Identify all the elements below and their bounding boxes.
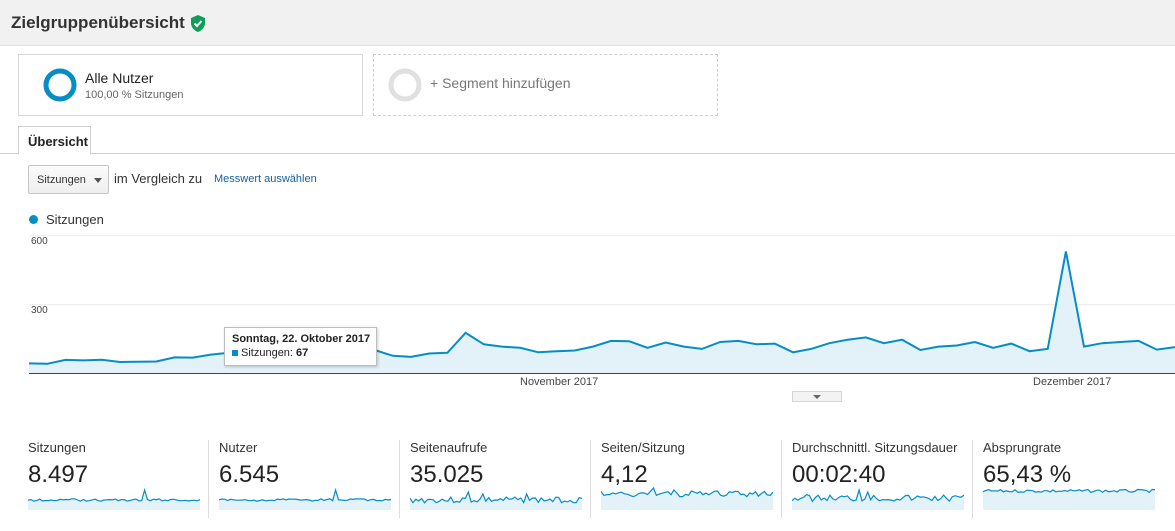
x-tick-december: Dezember 2017 [1033,376,1112,388]
tooltip-metric-value: 67 [296,347,309,359]
caret-down-icon [94,178,102,183]
kpi-sparkline [983,488,1155,510]
main-area [0,126,1175,531]
tooltip-series-marker [232,350,238,356]
segment-ring-icon [43,68,77,102]
sparkline-line [601,486,773,498]
kpi-divider [399,440,400,518]
kpi-users[interactable]: Nutzer 6.545 [219,440,391,520]
tab-overview-label: Übersicht [28,134,88,149]
select-metric-link[interactable]: Messwert auswählen [214,173,317,185]
sparkline-line [983,488,1155,494]
sparkline-area [983,489,1155,510]
kpi-sparkline [28,487,200,510]
sparkline-area [410,492,582,510]
kpi-bounce-rate[interactable]: Absprungrate 65,43 % [983,440,1155,520]
tab-overview[interactable]: Übersicht [18,126,91,155]
kpi-label: Absprungrate [983,440,1062,455]
segment-all-users-card[interactable]: Alle Nutzer 100,00 % Sitzungen [18,54,363,116]
add-segment-label: + Segment hinzufügen [430,75,571,91]
kpi-value: 4,12 [601,461,648,488]
tooltip-date: Sonntag, 22. Oktober 2017 [232,333,371,345]
segment-title: Alle Nutzer [85,70,154,86]
chart-collapse-handle[interactable] [792,391,842,402]
kpi-label: Sitzungen [28,440,86,455]
legend-dot-icon [29,215,38,224]
kpi-label: Seiten/Sitzung [601,440,685,455]
segment-subtitle: 100,00 % Sitzungen [85,89,184,101]
sparkline-line [410,490,582,504]
kpi-divider [590,440,591,518]
kpi-divider [208,440,209,518]
page-title: Zielgruppenübersicht [11,13,185,32]
compare-text: im Vergleich zu [114,171,203,186]
kpi-sessions[interactable]: Sitzungen 8.497 [28,440,200,520]
kpi-divider [781,440,782,518]
kpi-value: 65,43 % [983,461,1072,488]
kpi-avg-session-duration[interactable]: Durchschnittl. Sitzungsdauer 00:02:40 [792,440,964,520]
kpi-value: 8.497 [28,461,89,488]
kpi-pages-per-session[interactable]: Seiten/Sitzung 4,12 [601,440,773,520]
y-tick-300: 300 [31,305,48,316]
sessions-area [29,251,1175,373]
kpi-sparkline [219,487,391,510]
x-tick-november: November 2017 [520,376,599,388]
tooltip-metric-label: Sitzungen: [241,347,293,359]
chevron-down-icon [813,395,821,399]
kpi-label: Durchschnittl. Sitzungsdauer [792,440,958,455]
tab-divider [0,153,1175,154]
metric-select-label: Sitzungen [37,174,86,186]
check-shield-icon [191,15,205,32]
sparkline-line [792,487,964,503]
kpi-label: Nutzer [219,440,258,455]
kpi-divider [972,440,973,518]
chart-tooltip: Sonntag, 22. Oktober 2017 Sitzungen: 67 [224,327,377,366]
kpi-sparkline [601,486,773,510]
sparkline-area [601,488,773,510]
chart-legend-label: Sitzungen [46,212,104,227]
kpi-value: 6.545 [219,461,280,488]
sparkline-line [28,487,200,502]
sparkline-line [219,487,391,502]
y-tick-600: 600 [31,236,48,247]
kpi-pageviews[interactable]: Seitenaufrufe 35.025 [410,440,582,520]
kpi-value: 00:02:40 [792,461,886,488]
tooltip-metric: Sitzungen: 67 [241,347,308,359]
empty-segment-ring-icon [388,68,422,102]
sessions-line [28,251,1175,365]
header-bar: Zielgruppenübersicht [0,0,1175,46]
add-segment-card[interactable]: + Segment hinzufügen [373,54,718,116]
kpi-sparkline [792,487,964,510]
kpi-label: Seitenaufrufe [410,440,488,455]
kpi-value: 35.025 [410,461,484,488]
sessions-chart[interactable] [0,230,1175,380]
metric-select[interactable]: Sitzungen [28,165,109,194]
kpi-sparkline [410,490,582,510]
